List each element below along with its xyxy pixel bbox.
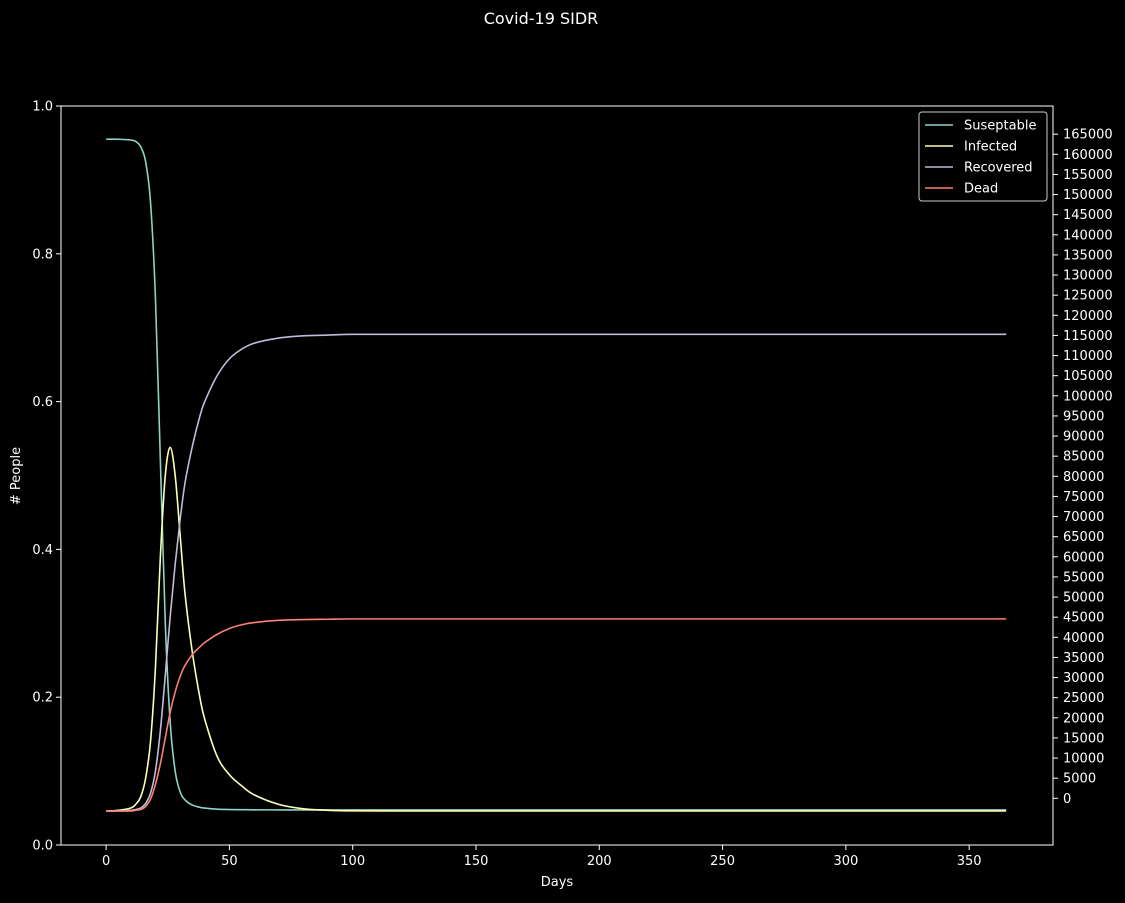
y2-tick-label: 165000: [1063, 128, 1113, 143]
y2-tick-label: 155000: [1063, 168, 1113, 183]
y2-tick-label: 105000: [1063, 369, 1113, 384]
y-axis-left: 0.0 0.2 0.4 0.6 0.8 1.0: [32, 100, 61, 854]
series-line-dead: [106, 618, 1007, 812]
legend-box: [918, 111, 1048, 202]
y2-tick-label: 85000: [1063, 450, 1104, 465]
y-axis-right: 0 5000 10000 15000 20000 25000 30000 35000 40000…: [1053, 128, 1113, 807]
chart-title: Covid-19 SIDR: [484, 9, 599, 28]
x-tick-label: 350: [957, 854, 982, 869]
y2-tick-label: 0: [1063, 792, 1071, 807]
y2-tick-label: 100000: [1063, 389, 1113, 404]
legend-label: Suseptable: [964, 119, 1036, 134]
y-tick-label: 1.0: [32, 100, 53, 115]
y2-tick-label: 115000: [1063, 329, 1113, 344]
y2-tick-label: 45000: [1063, 611, 1104, 626]
y-tick-label: 0.2: [32, 691, 53, 706]
y2-tick-label: 40000: [1063, 631, 1104, 646]
y2-tick-label: 160000: [1063, 148, 1113, 163]
x-tick-label: 200: [587, 854, 612, 869]
x-axis: 0 50 100 150 200 250 300 350: [102, 845, 982, 869]
y-axis-label: # People: [9, 447, 24, 505]
y2-tick-label: 55000: [1063, 570, 1104, 585]
y2-tick-label: 60000: [1063, 550, 1104, 565]
y2-tick-label: 90000: [1063, 430, 1104, 445]
y2-tick-label: 80000: [1063, 470, 1104, 485]
x-axis-label: Days: [541, 875, 574, 890]
y-tick-label: 0.8: [32, 247, 53, 262]
plot-frame: [60, 105, 1054, 846]
series-lines: [106, 138, 1007, 812]
y-tick-label: 0.6: [32, 395, 53, 410]
y2-tick-label: 5000: [1063, 772, 1096, 787]
y2-tick-label: 15000: [1063, 731, 1104, 746]
y2-tick-label: 120000: [1063, 309, 1113, 324]
legend-label: Infected: [964, 140, 1017, 155]
x-tick-label: 150: [464, 854, 489, 869]
y2-tick-label: 10000: [1063, 752, 1104, 767]
y-tick-label: 0.4: [32, 543, 53, 558]
y2-tick-label: 150000: [1063, 188, 1113, 203]
x-tick-label: 250: [710, 854, 735, 869]
y2-tick-label: 145000: [1063, 208, 1113, 223]
series-line-recovered: [106, 333, 1007, 812]
y2-tick-label: 70000: [1063, 510, 1104, 525]
y2-tick-label: 65000: [1063, 530, 1104, 545]
x-tick-label: 300: [833, 854, 858, 869]
x-tick-label: 100: [340, 854, 365, 869]
y2-tick-label: 140000: [1063, 228, 1113, 243]
legend-label: Recovered: [964, 161, 1033, 176]
y2-tick-label: 25000: [1063, 691, 1104, 706]
y2-tick-label: 130000: [1063, 269, 1113, 284]
x-tick-label: 50: [221, 854, 238, 869]
legend: Suseptable Infected Recovered Dead: [918, 111, 1048, 202]
y2-tick-label: 75000: [1063, 490, 1104, 505]
x-tick-label: 0: [102, 854, 110, 869]
legend-label: Dead: [964, 182, 998, 197]
y2-tick-label: 50000: [1063, 591, 1104, 606]
y2-tick-label: 30000: [1063, 671, 1104, 686]
series-line-infected: [106, 446, 1007, 812]
y2-tick-label: 110000: [1063, 349, 1113, 364]
y2-tick-label: 125000: [1063, 289, 1113, 304]
y-tick-label: 0.0: [32, 839, 53, 854]
y2-tick-label: 35000: [1063, 651, 1104, 666]
y2-tick-label: 135000: [1063, 248, 1113, 263]
y2-tick-label: 95000: [1063, 409, 1104, 424]
y2-tick-label: 20000: [1063, 711, 1104, 726]
series-line-suseptable: [106, 138, 1007, 811]
